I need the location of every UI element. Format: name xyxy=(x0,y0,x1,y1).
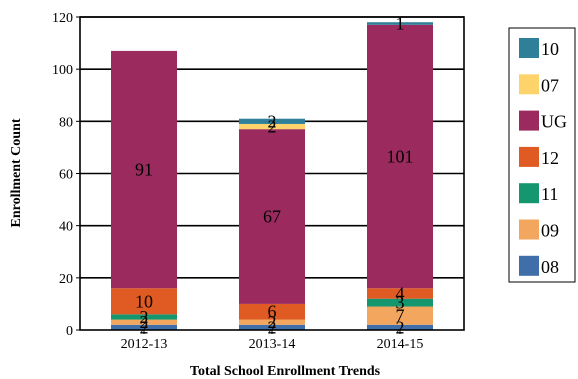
legend: 10 07 UG 12 11 09 08 xyxy=(508,27,576,283)
legend-label-10: 10 xyxy=(541,39,559,59)
legend-swatch-12 xyxy=(519,146,539,167)
data-label: 2 xyxy=(140,312,149,332)
y-tick-label: 120 xyxy=(52,11,73,26)
legend-swatch-08 xyxy=(519,255,539,276)
axes: 0 20 40 60 80 100 120 2012-13 2013-14 2014-15 xyxy=(52,11,465,352)
bar-segment-ug-2013-14 xyxy=(239,129,305,304)
bar-segment-12-2012-13 xyxy=(111,288,177,315)
legend-swatch-ug xyxy=(519,110,539,131)
legend-label-12: 12 xyxy=(541,148,559,168)
data-label: 3 xyxy=(396,293,405,313)
bar-segment-09-2014-15 xyxy=(367,306,433,325)
bar-segment-07-2013-14 xyxy=(239,123,305,130)
legend-swatch-10 xyxy=(519,38,539,58)
data-label: 2 xyxy=(268,317,277,337)
bar-segment-11-2014-15 xyxy=(367,298,433,307)
data-label: 2 xyxy=(268,312,277,332)
bar-segment-08-2013-14 xyxy=(239,324,305,330)
data-label: 2 xyxy=(140,307,149,327)
data-label: 10 xyxy=(135,291,153,311)
x-tick-label: 2014-15 xyxy=(377,337,424,352)
y-tick-label: 100 xyxy=(52,63,73,78)
data-label: 4 xyxy=(396,283,405,303)
bar-segment-11-2012-13 xyxy=(111,314,177,320)
data-label: 7 xyxy=(396,306,405,326)
legend-label-11: 11 xyxy=(541,184,558,204)
bar-segment-08-2012-13 xyxy=(111,324,177,330)
bar-segment-09-2013-14 xyxy=(239,319,305,325)
y-tick-label: 40 xyxy=(59,220,73,235)
data-label: 91 xyxy=(135,160,153,180)
data-label: 2 xyxy=(396,317,405,337)
x-axis-title: Total School Enrollment Trends xyxy=(190,364,381,379)
data-label: 2 xyxy=(140,317,149,337)
data-label: 1 xyxy=(396,14,405,34)
legend-label-07: 07 xyxy=(541,75,559,95)
y-tick-label: 80 xyxy=(59,115,73,130)
bars xyxy=(111,22,433,330)
y-tick-label: 20 xyxy=(59,272,73,287)
bar-segment-ug-2012-13 xyxy=(111,50,177,289)
bar-segment-10-2014-15 xyxy=(367,22,433,25)
bar-segment-12-2014-15 xyxy=(367,288,433,299)
bar-segment-10-2013-14 xyxy=(239,118,305,124)
bar-segment-09-2012-13 xyxy=(111,319,177,325)
bar-segment-12-2013-14 xyxy=(239,303,305,320)
y-tick-label: 0 xyxy=(66,324,73,339)
legend-swatch-09 xyxy=(519,219,539,240)
y-tick-label: 60 xyxy=(59,168,73,183)
y-axis-title: Enrollment Count xyxy=(9,118,24,227)
data-label: 67 xyxy=(263,207,281,227)
legend-label-09: 09 xyxy=(541,221,559,241)
legend-label-08: 08 xyxy=(541,257,559,277)
plot-frame xyxy=(79,16,465,331)
legend-swatch-11 xyxy=(519,183,539,204)
x-tick-label: 2012-13 xyxy=(121,337,168,352)
legend-label-ug: UG xyxy=(541,112,567,132)
legend-swatch-07 xyxy=(519,74,539,95)
x-tick-label: 2013-14 xyxy=(249,337,296,352)
bar-segment-08-2014-15 xyxy=(367,324,433,330)
data-label: 2 xyxy=(268,111,277,131)
data-label: 2 xyxy=(268,117,277,137)
bar-segment-ug-2014-15 xyxy=(367,24,433,289)
data-label: 101 xyxy=(387,147,414,167)
data-label: 6 xyxy=(268,302,277,322)
